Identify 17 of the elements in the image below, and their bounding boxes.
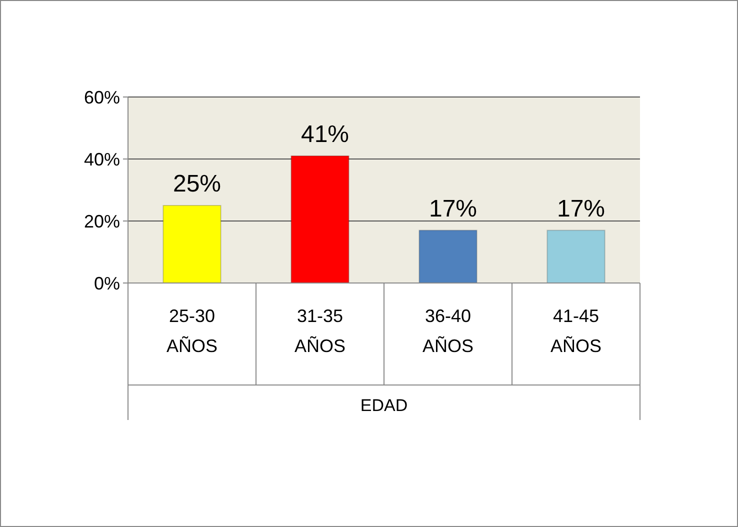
x-axis-title: EDAD: [360, 396, 408, 415]
x-tick-label: 41-45 AÑOS: [550, 306, 602, 356]
bar: [162, 205, 222, 284]
x-tick-label: 36-40 AÑOS: [422, 306, 474, 356]
data-label: 17%: [556, 195, 606, 222]
bar: [546, 230, 606, 284]
data-label: 41%: [300, 120, 350, 148]
y-tick-label: 20%: [84, 211, 120, 232]
data-label: 25%: [172, 170, 222, 198]
data-label: 17%: [428, 195, 478, 222]
bar: [290, 155, 350, 284]
y-tick-label: 0%: [94, 273, 120, 294]
x-tick-label: 31-35 AÑOS: [294, 306, 346, 356]
x-tick-label: 25-30 AÑOS: [166, 306, 218, 356]
y-tick-label: 40%: [84, 149, 120, 170]
bar: [418, 230, 478, 284]
y-tick-label: 60%: [84, 87, 120, 108]
